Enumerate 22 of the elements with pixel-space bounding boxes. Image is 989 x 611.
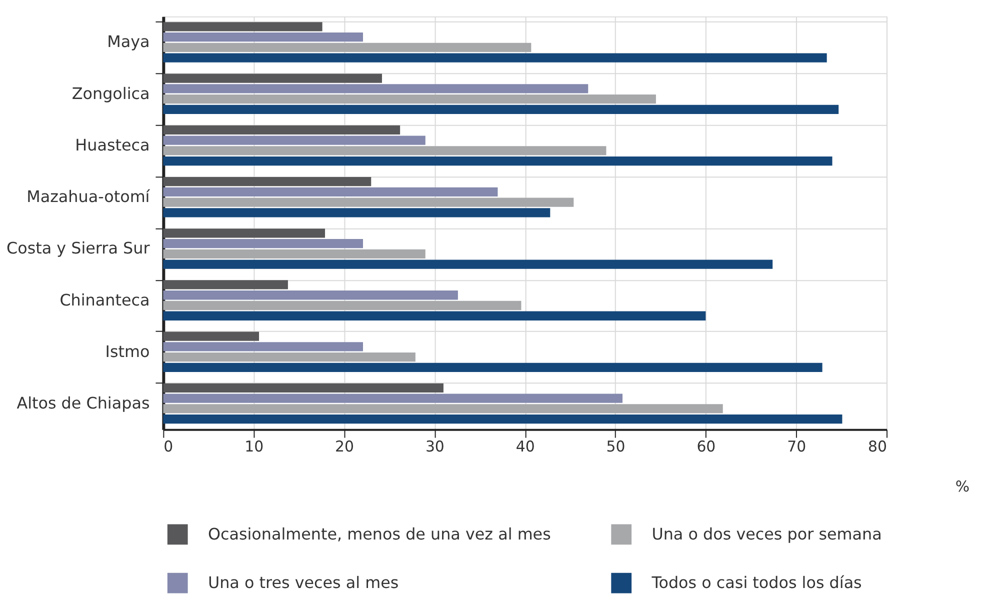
- x-axis-title: %: [955, 478, 970, 496]
- y-tick-label: Zongolica: [72, 84, 150, 103]
- legend-label: Todos o casi todos los días: [650, 573, 862, 592]
- y-tick-label: Huasteca: [75, 135, 150, 154]
- x-tick-label: 30: [425, 438, 444, 456]
- x-tick-label: 10: [244, 438, 264, 456]
- y-tick-label: Altos de Chiapas: [16, 394, 150, 413]
- y-tick-label: Istmo: [105, 342, 150, 361]
- x-tick-label: 0: [164, 438, 174, 456]
- y-tick-label: Chinanteca: [60, 290, 150, 310]
- legend-label: Ocasionalmente, menos de una vez al mes: [208, 524, 551, 544]
- x-tick-label: 80: [868, 438, 888, 456]
- x-tick-label: 70: [787, 438, 806, 456]
- x-tick-label: 40: [516, 438, 535, 456]
- y-tick-label: Costa y Sierra Sur: [6, 238, 150, 258]
- x-tick-label: 50: [606, 438, 626, 456]
- legend-label: Una o tres veces al mes: [208, 573, 399, 592]
- y-tick-label: Mazahua-otomí: [26, 187, 150, 206]
- x-tick-label: 60: [696, 438, 716, 456]
- x-tick-label: 20: [335, 438, 354, 456]
- y-tick-label: Maya: [107, 32, 150, 52]
- legend-label: Una o dos veces por semana: [652, 524, 882, 544]
